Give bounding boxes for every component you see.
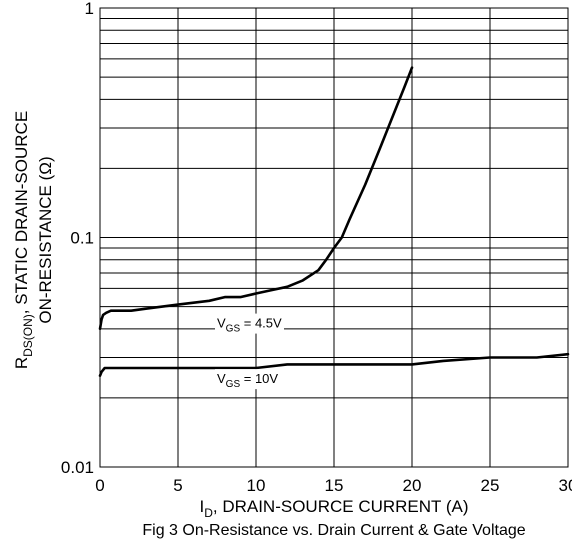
series-label-background <box>215 313 285 334</box>
series-line <box>98 66 414 331</box>
series-label-main: V <box>217 316 226 331</box>
y-label-sub: DS(ON) <box>21 314 35 357</box>
x-tick-label: 30 <box>559 476 572 495</box>
y-tick-label: 1 <box>85 0 94 18</box>
x-label-rest: , DRAIN-SOURCE CURRENT (A) <box>213 497 469 516</box>
tick-labels: 0 5 10 15 20 25 30 0.01 0.1 1 <box>61 0 572 495</box>
figure-caption: Fig 3 On-Resistance vs. Drain Current & … <box>142 522 525 539</box>
x-tick-label: 0 <box>95 476 104 495</box>
y-axis-label-line2: ON-RESISTANCE (Ω) <box>36 156 55 323</box>
series-label-sub: GS <box>226 324 241 335</box>
series-lines <box>98 66 570 377</box>
y-tick-label: 0.01 <box>61 458 94 477</box>
series-label-background <box>215 369 281 390</box>
series-label-main: V <box>217 371 226 386</box>
series-label-sub: GS <box>226 379 241 390</box>
x-axis-label: ID, DRAIN-SOURCE CURRENT (A) <box>199 497 468 520</box>
series-line <box>98 352 570 377</box>
x-label-main: I <box>199 497 204 516</box>
x-tick-label: 15 <box>325 476 344 495</box>
series-label-rest: = 4.5V <box>240 316 282 331</box>
y-label-rest: , STATIC DRAIN-SOURCE <box>12 111 31 314</box>
x-tick-label: 25 <box>481 476 500 495</box>
series-label: VGS = 10V <box>217 371 278 390</box>
x-label-sub: D <box>204 506 213 520</box>
grid <box>100 8 568 467</box>
x-tick-label: 10 <box>247 476 266 495</box>
x-tick-label: 5 <box>173 476 182 495</box>
series-label-rest: = 10V <box>240 371 278 386</box>
y-axis-label-line1: RDS(ON), STATIC DRAIN-SOURCE <box>12 111 35 369</box>
y-tick-label: 0.1 <box>70 229 94 248</box>
series-label: VGS = 4.5V <box>217 316 282 335</box>
y-label-main: R <box>12 357 31 369</box>
x-tick-label: 20 <box>403 476 422 495</box>
